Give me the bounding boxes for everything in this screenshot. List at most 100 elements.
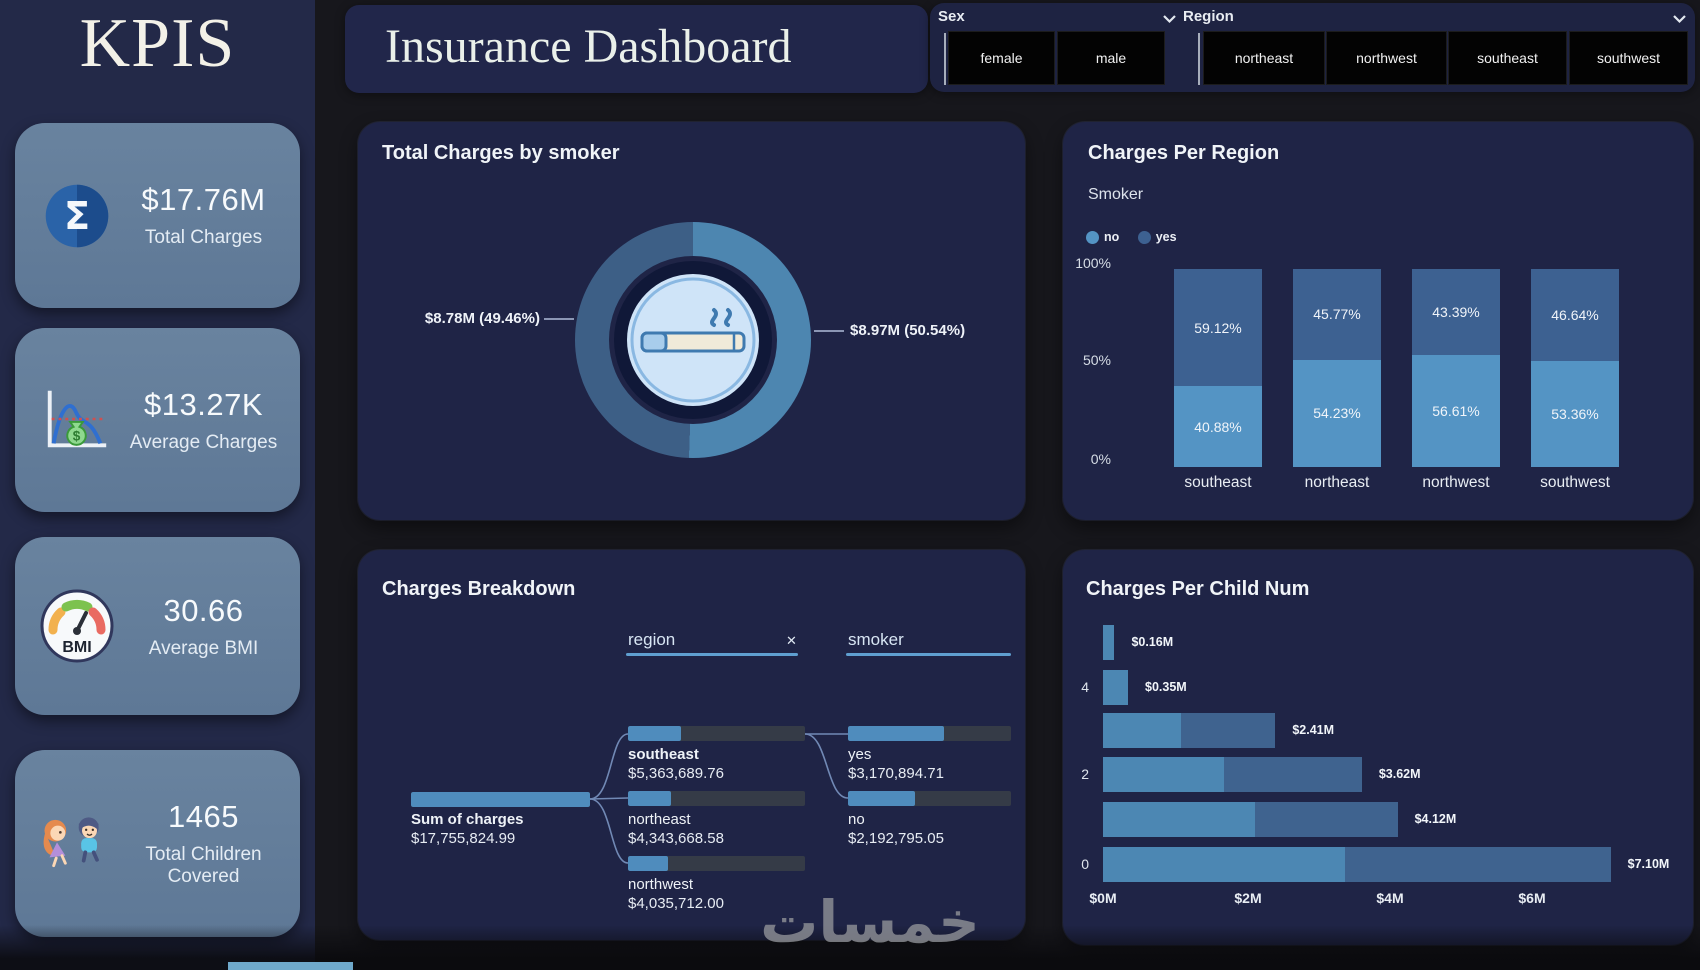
child-bar[interactable] (1103, 757, 1362, 792)
stacked-bar-southwest[interactable]: 46.64% 53.36% (1531, 269, 1619, 467)
legend-item-yes[interactable]: yes (1137, 230, 1177, 244)
region-option-southeast[interactable]: southeast (1448, 31, 1567, 85)
bar-value-label: $3.62M (1378, 767, 1421, 781)
legend-item-no[interactable]: no (1086, 230, 1119, 244)
tree-node-root[interactable] (411, 792, 590, 807)
tree-column-region[interactable]: region (628, 630, 676, 649)
tree-node-label: no (848, 811, 865, 828)
svg-text:$: $ (73, 428, 81, 443)
tree-node-label: Sum of charges (411, 811, 524, 828)
region-option-northwest[interactable]: northwest (1326, 31, 1447, 85)
sex-option-male[interactable]: male (1057, 31, 1165, 85)
tree-node-value: $17,755,824.99 (411, 830, 516, 847)
average-chart-icon: $ (37, 383, 117, 457)
tree-node-value: $3,170,894.71 (848, 765, 944, 782)
tree-node-fill (411, 792, 590, 807)
tree-node-southeast[interactable] (628, 726, 805, 741)
svg-text:BMI: BMI (62, 639, 91, 656)
segment-label: 45.77% (1313, 306, 1361, 323)
svg-text:Σ: Σ (64, 195, 90, 239)
tree-node-yes[interactable] (848, 726, 1011, 741)
x-axis-tick: $6M (1518, 890, 1546, 906)
stacked-bar-northeast[interactable]: 45.77% 54.23% (1293, 269, 1381, 467)
legend: no yes (1086, 230, 1191, 249)
segment-label: 56.61% (1432, 402, 1480, 419)
child-bar[interactable] (1103, 847, 1611, 882)
panel-charges-per-child-num: Charges Per Child Num $0.16M $0.35M $2.4… (1063, 550, 1693, 945)
region-slicer-label: Region (1183, 8, 1234, 25)
tree-node-value: $2,192,795.05 (848, 830, 944, 847)
y-axis-tick: 50% (1082, 352, 1111, 368)
kpi-sidebar: KPIS Σ $17.76M Total Charges (0, 0, 315, 970)
bmi-gauge-icon: BMI (37, 588, 117, 664)
bar-value-label: $0.35M (1145, 680, 1187, 694)
kpi-value: 1465 (168, 799, 239, 834)
sigma-icon: Σ (37, 183, 117, 249)
child-bar[interactable] (1103, 625, 1115, 660)
tree-node-value: $5,363,689.76 (628, 765, 724, 782)
watermark: خمسات (760, 888, 980, 956)
panel-charges-per-region: Charges Per Region Smoker no yes 100% 50… (1063, 122, 1693, 520)
sex-slicer-label: Sex (938, 8, 965, 25)
kpi-card-average-charges: $ $13.27K Average Charges (15, 328, 300, 512)
bar-row-children-0: $7.10M (1103, 847, 1680, 882)
stacked-bar-northwest[interactable]: 43.39% 56.61% (1412, 269, 1500, 467)
tree-node-northeast[interactable] (628, 791, 805, 806)
segment-label: 53.36% (1551, 406, 1599, 423)
chevron-down-icon[interactable] (1672, 11, 1687, 29)
x-axis-tick: $4M (1376, 890, 1404, 906)
region-option-southwest[interactable]: southwest (1569, 31, 1688, 85)
tree-column-underline (626, 653, 798, 656)
bar-row-children-2: $3.62M (1103, 757, 1680, 792)
slice-label-no: $8.78M (49.46%) (424, 310, 540, 327)
x-category-label: southeast (1184, 474, 1252, 491)
child-bar[interactable] (1103, 802, 1398, 837)
panel-title: Charges Breakdown (382, 578, 576, 600)
legend-title: Smoker (1088, 186, 1144, 203)
kpi-label: Total Charges (144, 227, 263, 248)
tree-node-label: southeast (628, 746, 699, 763)
tree-node-no[interactable] (848, 791, 1011, 806)
segment-label: 59.12% (1194, 319, 1242, 336)
bar-row-children-1: $4.12M (1103, 802, 1680, 837)
chevron-down-icon[interactable] (1162, 11, 1177, 29)
callout-line (544, 318, 574, 320)
kpi-label: Average Charges (129, 431, 278, 453)
tree-node-northwest[interactable] (628, 856, 805, 871)
panel-title: Charges Per Child Num (1086, 578, 1310, 600)
tree-column-underline (846, 653, 1011, 656)
children-icon (37, 811, 117, 877)
bar-value-label: $4.12M (1414, 812, 1457, 826)
tree-node-fill (848, 726, 945, 741)
bar-value-label: $2.41M (1292, 723, 1335, 737)
sex-option-female[interactable]: female (948, 31, 1055, 85)
panel-title: Total Charges by smoker (382, 142, 620, 164)
tree-node-label: yes (848, 746, 872, 763)
slice-label-yes: $8.97M (50.54%) (850, 322, 966, 339)
child-bar[interactable] (1103, 670, 1129, 705)
legend-label: yes (1155, 230, 1177, 244)
segment-label: 43.39% (1432, 303, 1480, 320)
kpi-label: Average BMI (148, 637, 259, 659)
x-axis-tick: $2M (1234, 890, 1262, 906)
bar-value-label: $7.10M (1627, 857, 1670, 871)
close-icon[interactable]: ✕ (786, 633, 797, 648)
tree-column-smoker[interactable]: smoker (848, 630, 904, 649)
cigarette-icon (614, 261, 772, 419)
kpi-card-total-children: 1465 Total Children Covered (15, 750, 300, 937)
x-category-label: northwest (1422, 474, 1490, 491)
bottom-edge-strip (228, 962, 353, 970)
page-title: Insurance Dashboard (385, 20, 792, 73)
callout-line (814, 330, 844, 332)
bar-row-children-3: $2.41M (1103, 713, 1680, 748)
segment-label: 54.23% (1313, 405, 1361, 422)
x-category-label: northeast (1304, 474, 1370, 491)
tree-node-value: $4,343,668.58 (628, 830, 724, 847)
stacked-bar-southeast[interactable]: 59.12% 40.88% (1174, 269, 1262, 467)
y-axis-tick: 2 (1081, 766, 1089, 782)
y-axis-tick: 0 (1081, 856, 1089, 872)
region-option-northeast[interactable]: northeast (1203, 31, 1325, 85)
y-axis-tick: 100% (1075, 255, 1111, 271)
bar-row-children-4: $0.35M (1103, 670, 1680, 705)
child-bar[interactable] (1103, 713, 1276, 748)
